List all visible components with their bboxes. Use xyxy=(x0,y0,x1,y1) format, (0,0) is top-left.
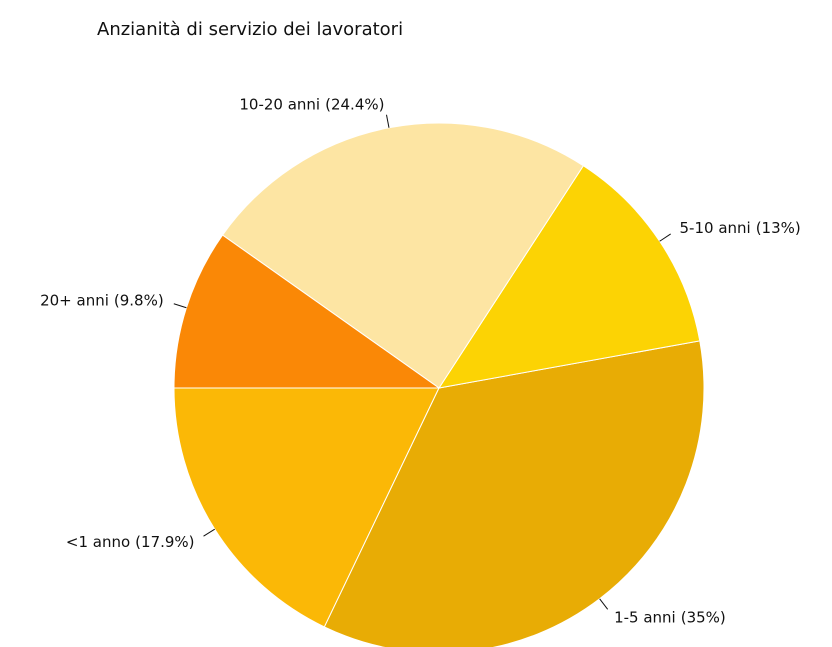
slice-category: <1 anno xyxy=(66,532,130,550)
slice-label: 10-20 anni (24.4%) xyxy=(239,95,384,113)
leader-line xyxy=(203,528,215,537)
slice-category: 10-20 anni xyxy=(239,95,320,113)
slice-value-label: (24.4%) xyxy=(325,95,384,113)
slice-label: 1-5 anni (35%) xyxy=(614,608,726,626)
pie-slice xyxy=(173,234,441,389)
chart-title: Anzianità di servizio dei lavoratori xyxy=(97,19,403,40)
slice-value-label: (13%) xyxy=(756,219,801,237)
pie-slice xyxy=(323,340,705,647)
leader-line xyxy=(173,303,187,309)
pie-slice xyxy=(173,387,440,628)
slice-label: 20+ anni (9.8%) xyxy=(40,291,164,309)
slice-label: 5-10 anni (13%) xyxy=(680,219,801,237)
slice-category: 1-5 anni xyxy=(614,608,676,626)
slice-value-label: (17.9%) xyxy=(135,532,194,550)
slice-label: <1 anno (17.9%) xyxy=(66,532,195,550)
leader-line xyxy=(599,598,609,610)
slice-category: 20+ anni xyxy=(40,291,109,309)
pie-slice xyxy=(437,165,701,389)
slice-category: 5-10 anni xyxy=(680,219,751,237)
leader-line xyxy=(659,233,671,242)
leader-line xyxy=(385,114,390,128)
slice-value-label: (35%) xyxy=(681,608,726,626)
slice-value-label: (9.8%) xyxy=(114,291,164,309)
